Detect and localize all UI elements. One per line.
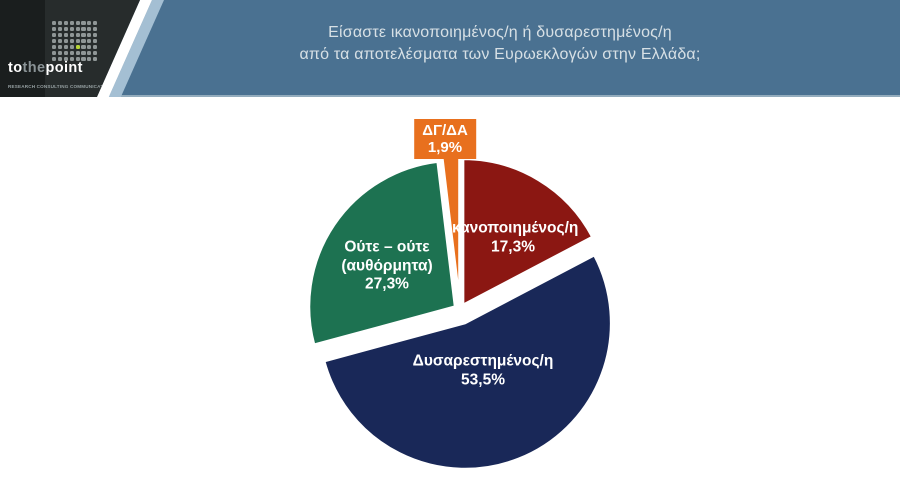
pie-label-line: ΔΓ/ΔΑ bbox=[422, 122, 468, 139]
logo-dot bbox=[57, 38, 63, 44]
slide-title-line2: από τα αποτελέσματα των Ευρωεκλογών στην… bbox=[299, 46, 701, 63]
logo-dot bbox=[93, 38, 98, 44]
logo-dot bbox=[52, 50, 57, 56]
pie-slice-1 bbox=[461, 157, 594, 307]
logo-dot bbox=[87, 44, 92, 50]
logo-dot bbox=[81, 21, 86, 26]
logo-brand-text: tothepoint bbox=[8, 60, 83, 76]
logo-dot bbox=[81, 50, 86, 56]
logo-dot bbox=[81, 56, 86, 62]
logo-dot bbox=[69, 56, 74, 62]
pie-chart: Ικανοποιημένος/η 17,3% Δυσαρεστημένος/η 53,… bbox=[0, 97, 900, 478]
logo-dot bbox=[52, 44, 57, 50]
pie-label-line: Ικανοποιημένος/η bbox=[447, 219, 579, 237]
logo-dot bbox=[52, 56, 57, 62]
logo-dot bbox=[63, 50, 68, 56]
logo-dot bbox=[93, 50, 98, 56]
logo-dot bbox=[57, 26, 63, 32]
logo-dot bbox=[75, 26, 80, 32]
logo-dot bbox=[87, 26, 92, 32]
logo-accent-dot bbox=[75, 44, 80, 50]
logo-brand-to: to bbox=[8, 60, 23, 76]
logo-dot bbox=[69, 21, 74, 26]
logo-brand-point: point bbox=[45, 60, 83, 76]
logo-dot bbox=[63, 44, 68, 50]
pie-label-line: 27,3% bbox=[365, 275, 409, 293]
logo-dot bbox=[75, 50, 80, 56]
pie-slice-2 bbox=[322, 253, 613, 471]
logo-dot bbox=[75, 21, 80, 26]
logo-dot bbox=[52, 38, 57, 44]
logo-dot bbox=[69, 50, 74, 56]
logo-dot bbox=[69, 38, 74, 44]
logo-dot bbox=[81, 44, 86, 50]
logo-dot bbox=[87, 38, 92, 44]
pie-label-2: Δυσαρεστημένος/η 53,5% bbox=[413, 353, 554, 390]
logo-dot bbox=[52, 26, 57, 32]
logo-dot bbox=[87, 21, 92, 26]
logo-dot bbox=[57, 44, 63, 50]
logo-dot bbox=[69, 44, 74, 50]
logo-dot bbox=[63, 21, 68, 26]
logo-dot bbox=[63, 26, 68, 32]
logo-dot bbox=[93, 32, 98, 38]
pie-label-line: 17,3% bbox=[491, 238, 535, 255]
header: tothepoint RESEARCH CONSULTING COMMUNICA… bbox=[0, 0, 900, 97]
logo-dot bbox=[93, 21, 98, 26]
logo-dot bbox=[57, 56, 63, 62]
slide-title-line1: Είσαστε ικανοποιημένος/η ή δυσαρεστημένο… bbox=[328, 24, 672, 41]
logo-dot bbox=[63, 56, 68, 62]
logo-dot bbox=[93, 44, 98, 50]
logo-brand-the: the bbox=[22, 60, 46, 76]
logo-dot bbox=[75, 56, 80, 62]
logo-dot-grid-icon bbox=[52, 21, 98, 62]
logo-dot bbox=[52, 21, 57, 26]
logo-dot bbox=[93, 56, 98, 62]
logo-dot bbox=[81, 32, 86, 38]
logo-dot bbox=[75, 32, 80, 38]
pie-label-4: ΔΓ/ΔΑ 1,9% bbox=[414, 119, 476, 159]
logo-dot bbox=[81, 26, 86, 32]
pie-label-line: Δυσαρεστημένος/η bbox=[412, 352, 554, 370]
pie-label-1: Ικανοποιημένος/η 17,3% bbox=[448, 220, 579, 257]
logo-dot bbox=[87, 56, 92, 62]
logo-dot bbox=[69, 32, 74, 38]
logo-dot bbox=[63, 38, 68, 44]
logo-dot bbox=[52, 32, 57, 38]
logo-dot bbox=[75, 38, 80, 44]
pie-label-line: Ούτε – ούτε bbox=[344, 238, 430, 256]
logo-dot bbox=[69, 26, 74, 32]
logo-dot bbox=[63, 32, 68, 38]
pie-slice-3 bbox=[307, 160, 457, 346]
logo-tagline: RESEARCH CONSULTING COMMUNICATION bbox=[8, 84, 113, 89]
pie-label-3: Ούτε – ούτε (αυθόρμητα) 27,3% bbox=[341, 238, 432, 294]
logo-dot bbox=[57, 50, 63, 56]
pie-label-line: 53,5% bbox=[461, 371, 505, 388]
logo-dot bbox=[57, 21, 63, 26]
logo-dot bbox=[87, 32, 92, 38]
slide-title: Είσαστε ικανοποιημένος/η ή δυσαρεστημένο… bbox=[100, 22, 900, 66]
pie-label-line: 1,9% bbox=[427, 139, 463, 156]
logo-dot bbox=[57, 32, 63, 38]
pie-label-line: (αυθόρμητα) bbox=[341, 256, 433, 274]
logo-dot bbox=[81, 38, 86, 44]
logo-dot bbox=[87, 50, 92, 56]
logo-dot bbox=[93, 26, 98, 32]
